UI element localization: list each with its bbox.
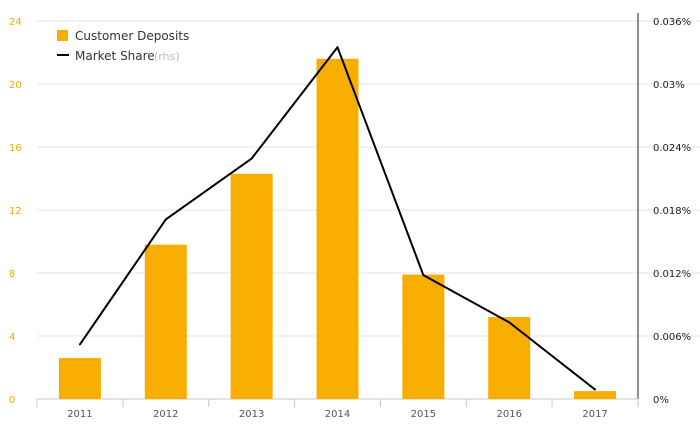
y-right-tick-label: 0.03% — [653, 80, 685, 91]
bar-deposits-2012 — [144, 244, 187, 399]
legend-label-deposits: Customer Deposits — [75, 29, 189, 43]
legend-rhs-note: (rhs) — [154, 50, 180, 63]
y-right-tick-label: 0.024% — [653, 143, 691, 154]
y-left-tick-label: 12 — [9, 206, 22, 217]
x-tick-label: 2017 — [582, 409, 607, 420]
bar-deposits-2015 — [402, 274, 445, 399]
grid-lines — [37, 20, 700, 337]
bar-deposits-2011 — [58, 358, 101, 399]
y-left-tick-label: 24 — [9, 17, 22, 28]
y-right-tick-label: 0.036% — [653, 17, 691, 28]
legend-label-market-share: Market Share — [75, 49, 155, 63]
x-tick-label: 2011 — [67, 409, 92, 420]
market-share-point-2015 — [422, 274, 425, 277]
legend-swatch-deposits — [57, 30, 68, 41]
bar-deposits-2014 — [316, 58, 359, 400]
y-right-tick-label: 0% — [653, 395, 669, 406]
market-share-point-2012 — [164, 218, 167, 221]
y-left-tick-label: 8 — [9, 269, 15, 280]
y-right-tick-label: 0.006% — [653, 332, 691, 343]
market-share-point-2017 — [594, 388, 597, 391]
y-right-tick-label: 0.018% — [653, 206, 691, 217]
x-tick-label: 2012 — [153, 409, 178, 420]
y-left-tick-label: 0 — [9, 395, 15, 406]
legend: Customer Deposits Market Share (rhs) — [57, 29, 189, 63]
x-tick-label: 2013 — [239, 409, 264, 420]
market-share-point-2011 — [78, 343, 81, 346]
x-tick-label: 2014 — [325, 409, 350, 420]
bar-deposits-2013 — [230, 173, 273, 399]
bar-deposits-2017 — [574, 391, 617, 399]
market-share-point-2016 — [508, 321, 511, 324]
market-share-point-2013 — [250, 157, 253, 160]
bar-deposits-2016 — [488, 317, 531, 399]
tick-labels: 0 0% 4 0.006% 8 0.012% 12 0.018% 16 0.024% 20 0.03%… — [9, 17, 691, 420]
line-series — [78, 46, 597, 391]
y-left-tick-label: 16 — [9, 143, 22, 154]
market-share-point-2014 — [336, 46, 339, 49]
y-left-tick-label: 20 — [9, 80, 22, 91]
y-right-tick-label: 0.012% — [653, 269, 691, 280]
y-left-tick-label: 4 — [9, 332, 15, 343]
x-tick-label: 2015 — [411, 409, 436, 420]
bar-series — [58, 58, 617, 400]
x-tick-label: 2016 — [496, 409, 521, 420]
